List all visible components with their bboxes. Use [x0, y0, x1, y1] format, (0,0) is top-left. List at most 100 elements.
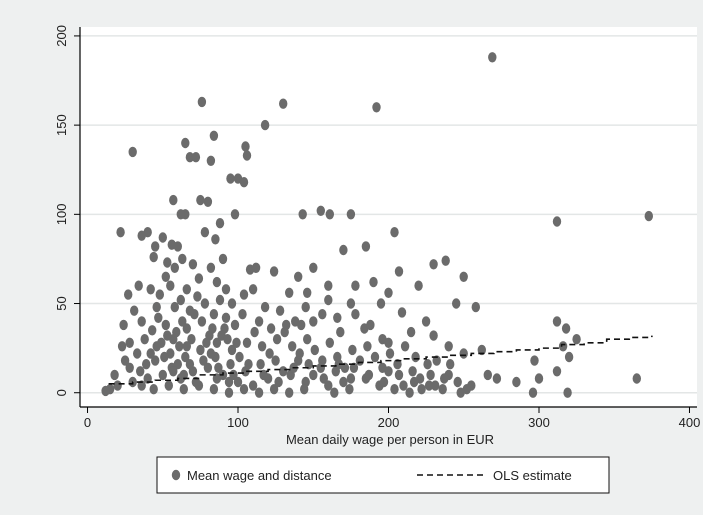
scatter-point: [471, 301, 480, 313]
scatter-point: [202, 337, 211, 348]
scatter-point: [172, 326, 181, 338]
scatter-point: [200, 227, 210, 238]
scatter-point: [429, 330, 438, 341]
scatter-point: [421, 316, 431, 327]
scatter-point: [143, 373, 152, 384]
scatter-point: [309, 369, 318, 381]
scatter-point: [235, 351, 244, 363]
scatter-point: [274, 376, 283, 388]
scatter-point: [297, 319, 306, 331]
scatter-point: [441, 255, 450, 266]
scatter-point: [169, 194, 178, 206]
scatter-point: [133, 348, 142, 359]
scatter-point: [477, 344, 486, 356]
scatter-point: [363, 341, 372, 352]
scatter-point: [558, 341, 568, 352]
legend-label-ols: OLS estimate: [493, 468, 572, 483]
scatter-point: [160, 351, 169, 363]
scatter-point: [390, 384, 399, 395]
scatter-point: [561, 323, 571, 334]
scatter-point: [152, 341, 161, 352]
scatter-point: [224, 387, 234, 398]
scatter-point: [325, 209, 334, 220]
scatter-point: [151, 241, 160, 252]
legend-label-scatter: Mean wage and distance: [187, 468, 332, 483]
scatter-point: [209, 130, 219, 141]
scatter-point: [226, 173, 235, 184]
scatter-point: [200, 298, 210, 309]
scatter-point: [140, 334, 149, 345]
scatter-point: [295, 348, 304, 359]
scatter-point: [142, 359, 151, 370]
scatter-point: [552, 316, 562, 327]
scatter-point: [149, 384, 158, 395]
x-tick-label: 0: [84, 415, 91, 430]
scatter-point: [218, 253, 228, 265]
scatter-point: [319, 373, 328, 384]
scatter-point: [336, 326, 345, 338]
scatter-point: [459, 271, 468, 282]
scatter-point: [348, 344, 357, 356]
scatter-point: [285, 287, 294, 298]
scatter-point: [512, 376, 521, 388]
scatter-point: [334, 359, 343, 370]
scatter-point: [191, 376, 201, 388]
y-tick-labels: 0 50 100 150 200: [54, 25, 80, 396]
scatter-point: [197, 316, 207, 327]
scatter-point: [333, 312, 342, 323]
scatter-point: [176, 373, 185, 384]
scatter-point: [194, 273, 204, 284]
scatter-point: [303, 334, 312, 345]
scatter-point: [212, 337, 222, 348]
scatter-point: [182, 341, 191, 352]
scatter-point: [431, 380, 440, 391]
scatter-point: [528, 387, 538, 398]
scatter-point: [117, 341, 127, 352]
scatter-point: [265, 348, 274, 359]
scatter-point: [206, 348, 216, 359]
scatter-point: [221, 312, 231, 323]
scatter-point: [552, 366, 562, 377]
scatter-point: [409, 376, 419, 388]
scatter-point: [408, 366, 417, 377]
scatter-point: [346, 298, 356, 309]
legend: Mean wage and distance OLS estimate: [156, 456, 610, 494]
scatter-point: [256, 359, 265, 370]
scatter-point: [370, 351, 380, 363]
scatter-point: [266, 323, 276, 334]
scatter-point: [161, 319, 170, 331]
scatter-point: [260, 301, 270, 313]
scatter-point: [361, 241, 371, 252]
scatter-point: [203, 196, 213, 207]
scatter-point: [279, 366, 288, 377]
scatter-point: [310, 344, 319, 356]
scatter-point: [534, 373, 544, 384]
scatter-point: [429, 259, 438, 270]
scatter-point: [285, 387, 294, 398]
scatter-point: [393, 359, 402, 370]
scatter-point: [632, 373, 641, 384]
scatter-point: [134, 280, 143, 291]
scatter-point: [116, 227, 125, 238]
scatter-point: [369, 276, 378, 288]
scatter-point: [113, 380, 122, 391]
scatter-point: [209, 309, 219, 320]
scatter-point: [384, 287, 393, 298]
scatter-point: [440, 373, 449, 384]
scatter-point: [411, 351, 420, 363]
scatter-point: [339, 244, 348, 256]
scatter-point: [366, 319, 375, 331]
scatter-point: [203, 362, 213, 373]
scatter-point: [181, 351, 190, 363]
scatter-point: [230, 319, 240, 331]
scatter-point: [211, 234, 220, 245]
scatter-point: [269, 384, 279, 395]
scatter-point: [438, 384, 447, 395]
scatter-point: [151, 355, 160, 366]
scatter-point: [221, 284, 231, 295]
scatter-point: [158, 232, 167, 243]
scatter-point: [178, 316, 187, 327]
scatter-point: [175, 341, 184, 352]
scatter-point: [173, 241, 182, 252]
scatter-point: [462, 384, 471, 395]
